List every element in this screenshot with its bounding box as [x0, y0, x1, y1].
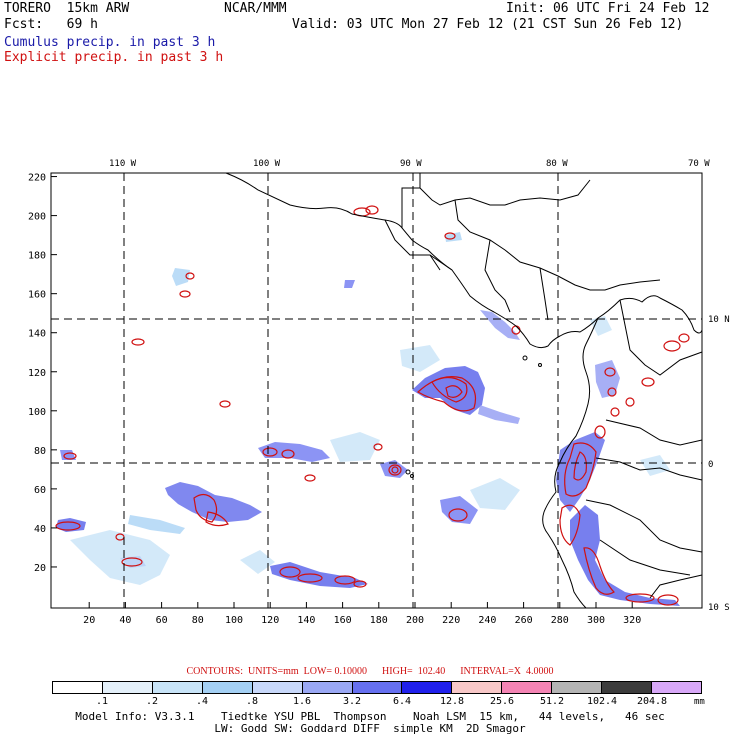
legend-label: .2	[145, 696, 159, 707]
x-tick-label: 80	[192, 615, 204, 626]
legend-label: 3.2	[342, 696, 362, 707]
x-tick-label: 300	[587, 615, 605, 626]
legend-label: .1	[95, 696, 109, 707]
legend-swatch	[352, 682, 403, 693]
lon-label: 100 W	[253, 159, 281, 169]
y-tick-label: 60	[34, 485, 46, 496]
lon-label: 110 W	[109, 159, 137, 169]
y-tick-label: 160	[28, 290, 46, 301]
legend-label: 25.6	[489, 696, 515, 707]
y-tick-label: 120	[28, 368, 46, 379]
graticule	[51, 173, 702, 608]
y-tick-label: 220	[28, 173, 46, 184]
map-frame	[50, 172, 703, 609]
legend-swatch	[552, 682, 603, 693]
legend-label: 12.8	[439, 696, 465, 707]
y-axis-ticks: 20 40 60 80 100 120 140 160 180 200 220	[28, 173, 57, 574]
legend-swatch	[402, 682, 453, 693]
x-tick-label: 60	[156, 615, 168, 626]
color-legend	[52, 681, 702, 694]
legend-label: 204.8	[636, 696, 668, 707]
x-tick-label: 280	[551, 615, 569, 626]
init-time: Init: 06 UTC Fri 24 Feb 12	[506, 1, 710, 16]
legend-label: .8	[245, 696, 259, 707]
center-name: NCAR/MMM	[224, 1, 287, 16]
legend-label: .4	[195, 696, 209, 707]
y-tick-label: 140	[28, 329, 46, 340]
legend-label: 51.2	[539, 696, 565, 707]
legend-swatch	[302, 682, 353, 693]
y-tick-label: 100	[28, 407, 46, 418]
valid-time: Valid: 03 UTC Mon 27 Feb 12 (21 CST Sun …	[292, 17, 684, 32]
legend-swatch	[152, 682, 203, 693]
longitude-labels: 110 W 100 W 90 W 80 W 70 W	[109, 159, 710, 169]
cumulus-precip-areas	[56, 232, 680, 606]
legend-swatch	[652, 682, 701, 693]
x-tick-label: 320	[623, 615, 641, 626]
legend-swatch	[452, 682, 503, 693]
x-tick-label: 260	[515, 615, 533, 626]
lat-label: 10 S	[708, 603, 730, 613]
legend-label: 1.6	[292, 696, 312, 707]
x-tick-label: 240	[478, 615, 496, 626]
forecast-hour: Fcst: 69 h	[4, 17, 98, 32]
x-tick-label: 40	[119, 615, 131, 626]
legend-label: 6.4	[392, 696, 412, 707]
x-tick-label: 100	[225, 615, 243, 626]
legend-swatch	[252, 682, 303, 693]
legend-label: 102.4	[586, 696, 618, 707]
legend-units: mm	[694, 697, 705, 707]
cumulus-precip-label: Cumulus precip. in past 3 h	[4, 35, 216, 50]
legend-swatch	[202, 682, 253, 693]
x-tick-label: 200	[406, 615, 424, 626]
x-tick-label: 20	[83, 615, 95, 626]
legend-swatch	[53, 682, 103, 693]
legend-swatch	[602, 682, 653, 693]
y-tick-label: 20	[34, 563, 46, 574]
x-tick-label: 140	[297, 615, 315, 626]
y-tick-label: 40	[34, 524, 46, 535]
x-axis-ticks: 20 40 60 80 100 120 140 160 180 200 220 240 260 280 30…	[83, 602, 641, 626]
y-tick-label: 200	[28, 212, 46, 223]
x-tick-label: 220	[442, 615, 460, 626]
model-info-line2: LW: Godd SW: Goddard DIFF simple KM 2D S…	[214, 722, 526, 735]
model-name: TORERO 15km ARW	[4, 1, 130, 16]
y-tick-label: 180	[28, 251, 46, 262]
lat-label: 0	[708, 460, 713, 470]
legend-swatch	[502, 682, 553, 693]
explicit-precip-label: Explicit precip. in past 3 h	[4, 50, 224, 65]
x-tick-label: 180	[370, 615, 388, 626]
lat-label: 10 N	[708, 315, 730, 325]
x-tick-label: 120	[261, 615, 279, 626]
legend-swatch	[102, 682, 153, 693]
lon-label: 80 W	[546, 159, 568, 169]
x-tick-label: 160	[334, 615, 352, 626]
latitude-labels: 10 N 0 10 S	[708, 315, 730, 613]
contour-info: CONTOURS: UNITS=mm LOW= 0.10000 HIGH= 10…	[186, 666, 554, 677]
coastlines	[225, 172, 703, 609]
y-tick-label: 80	[34, 446, 46, 457]
lon-label: 70 W	[688, 159, 710, 169]
model-info-line1: Model Info: V3.3.1 Tiedtke YSU PBL Thomp…	[75, 710, 665, 723]
lon-label: 90 W	[400, 159, 422, 169]
